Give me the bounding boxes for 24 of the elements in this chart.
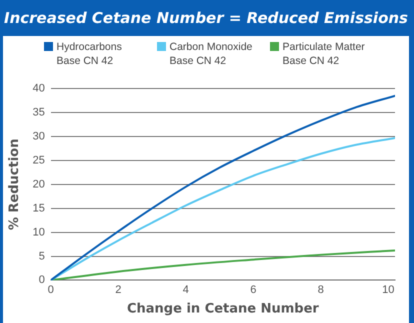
line-series bbox=[50, 250, 395, 280]
x-tick-label: 8 bbox=[318, 284, 324, 296]
y-tick-label: 10 bbox=[32, 226, 45, 238]
y-tick-label: 30 bbox=[32, 130, 45, 143]
line-series bbox=[50, 136, 395, 280]
y-axis-title: % Reduction bbox=[7, 138, 22, 230]
legend-label: Hydrocarbons Base CN 42 bbox=[56, 40, 123, 68]
x-axis-title: Change in Cetane Number bbox=[126, 302, 320, 317]
x-tick-label: 2 bbox=[115, 284, 122, 296]
y-tick-label: 20 bbox=[32, 178, 45, 190]
y-tick-label: 5 bbox=[38, 250, 45, 262]
y-tick-label: 25 bbox=[32, 154, 45, 166]
x-tick-label: 10 bbox=[382, 284, 394, 296]
x-tick-label: 4 bbox=[182, 284, 189, 296]
y-tick-label: 15 bbox=[32, 202, 45, 214]
x-tick-label: 6 bbox=[250, 284, 256, 296]
x-tick-label: 0 bbox=[48, 284, 54, 296]
legend-label: Particulate Matter Base CN 42 bbox=[282, 40, 366, 68]
chart-title: Increased Cetane Number = Reduced Emissions bbox=[3, 8, 409, 29]
y-tick-label: 35 bbox=[32, 106, 45, 119]
legend-label: Carbon Monoxide Base CN 42 bbox=[170, 40, 254, 68]
line-series bbox=[50, 94, 395, 280]
y-tick-label: 0 bbox=[38, 274, 45, 286]
y-tick-label: 40 bbox=[32, 82, 45, 95]
